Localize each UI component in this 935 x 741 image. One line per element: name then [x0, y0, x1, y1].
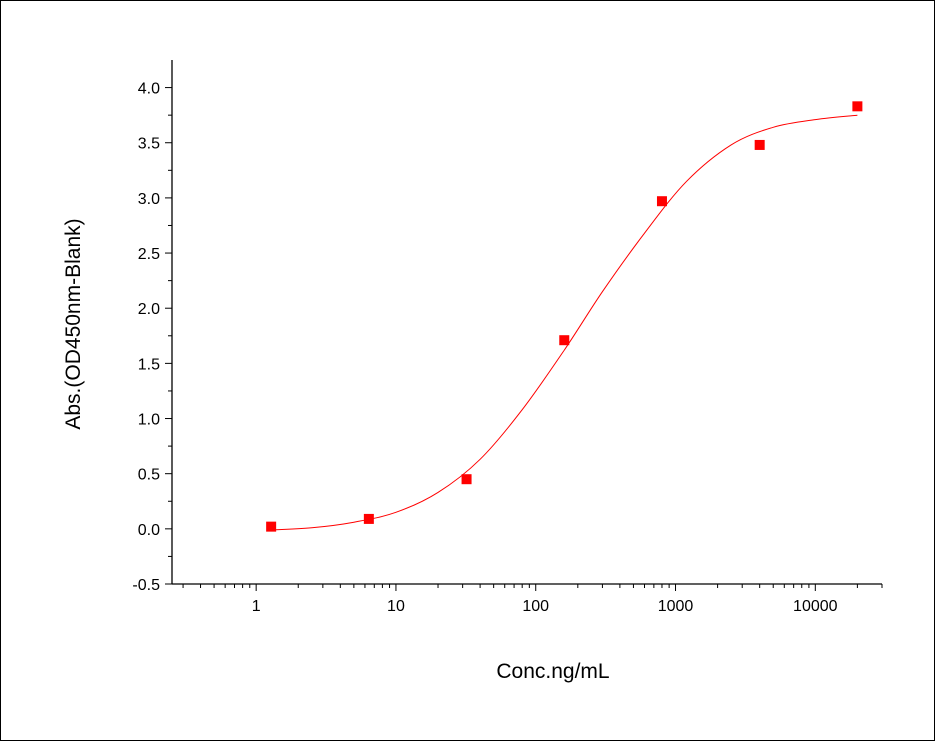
y-tick-label: 4.0 — [138, 81, 160, 98]
y-axis-label: Abs.(OD450nm-Blank) — [62, 218, 85, 429]
x-tick-label: 100 — [522, 598, 549, 615]
y-tick-label: 2.0 — [138, 301, 160, 318]
x-tick-label: 10000 — [793, 598, 838, 615]
y-tick-label: -0.5 — [132, 577, 160, 594]
x-tick-label: 10 — [387, 598, 405, 615]
data-point — [266, 521, 277, 532]
ticks: -0.5 0.0 0.5 1.0 1.5 2.0 2.5 3.0 3.5 4.0 1 10 100 100… — [132, 81, 883, 615]
x-axis-label: Conc.ng/mL — [496, 660, 609, 683]
data-point — [656, 196, 667, 207]
y-tick-label: 1.5 — [138, 356, 160, 373]
data-points — [266, 101, 863, 532]
x-tick-label: 1 — [252, 598, 261, 615]
fit-curve — [271, 114, 858, 531]
y-tick-label: 0.5 — [138, 467, 160, 484]
data-point — [852, 101, 863, 112]
data-point — [559, 335, 570, 346]
axes — [171, 60, 882, 585]
y-tick-label: 2.5 — [138, 246, 160, 263]
data-point — [461, 474, 472, 485]
y-tick-label: 1.0 — [138, 412, 160, 429]
y-tick-label: 3.0 — [138, 191, 160, 208]
x-tick-label: 1000 — [658, 598, 694, 615]
fit-curve-line — [271, 114, 858, 531]
y-tick-label: 0.0 — [138, 522, 160, 539]
data-point — [363, 513, 374, 524]
data-point — [754, 139, 765, 150]
y-tick-label: 3.5 — [138, 136, 160, 153]
